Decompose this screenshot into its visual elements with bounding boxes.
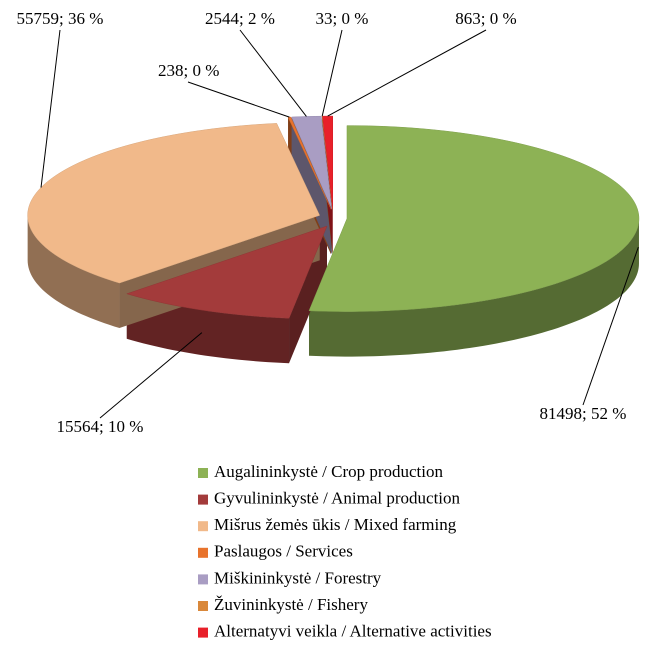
legend-label: Augalininkystė / Crop production [214, 462, 444, 481]
data-label: 863; 0 % [455, 9, 516, 28]
legend-swatch [198, 494, 208, 505]
legend-swatch [198, 601, 208, 611]
leader-line [582, 246, 639, 406]
data-label: 33; 0 % [316, 9, 369, 28]
data-label: 238; 0 % [158, 61, 219, 80]
data-label: 15564; 10 % [57, 417, 144, 436]
legend-label: Mišrus žemės ūkis / Mixed farming [214, 515, 457, 534]
leader-line [321, 29, 343, 117]
legend-label: Miškininkystė / Forestry [214, 568, 382, 587]
legend-swatch [198, 574, 208, 585]
legend-label: Paslaugos / Services [214, 542, 353, 561]
slice-side [27, 215, 120, 329]
slice [291, 115, 333, 210]
data-labels: 81498; 52 % 15564; 10 % 55759; 36 % 238; 0 … [17, 9, 639, 436]
leader-line [239, 29, 307, 117]
legend-swatch [198, 521, 208, 532]
legend-swatch [198, 627, 208, 638]
legend-label: Alternatyvi veikla / Alternative activit… [214, 622, 492, 641]
leader-line [99, 332, 203, 419]
leader-line [187, 81, 290, 118]
slice [308, 125, 640, 312]
slice-wall [291, 117, 332, 255]
legend: Augalininkystė / Crop production Gyvulini… [198, 462, 492, 641]
legend-swatch [198, 547, 208, 558]
leader-line [40, 29, 61, 188]
leader-line [327, 29, 487, 117]
data-label: 2544; 2 % [205, 9, 275, 28]
data-label: 81498; 52 % [540, 404, 627, 423]
slice [126, 225, 328, 319]
legend-label: Gyvulininkystė / Animal production [214, 489, 461, 508]
legend-label: Žuvininkystė / Fishery [214, 595, 368, 614]
data-label: 55759; 36 % [17, 9, 104, 28]
pie-tops [27, 115, 640, 319]
slice-side [308, 218, 639, 357]
legend-swatch [198, 468, 208, 478]
